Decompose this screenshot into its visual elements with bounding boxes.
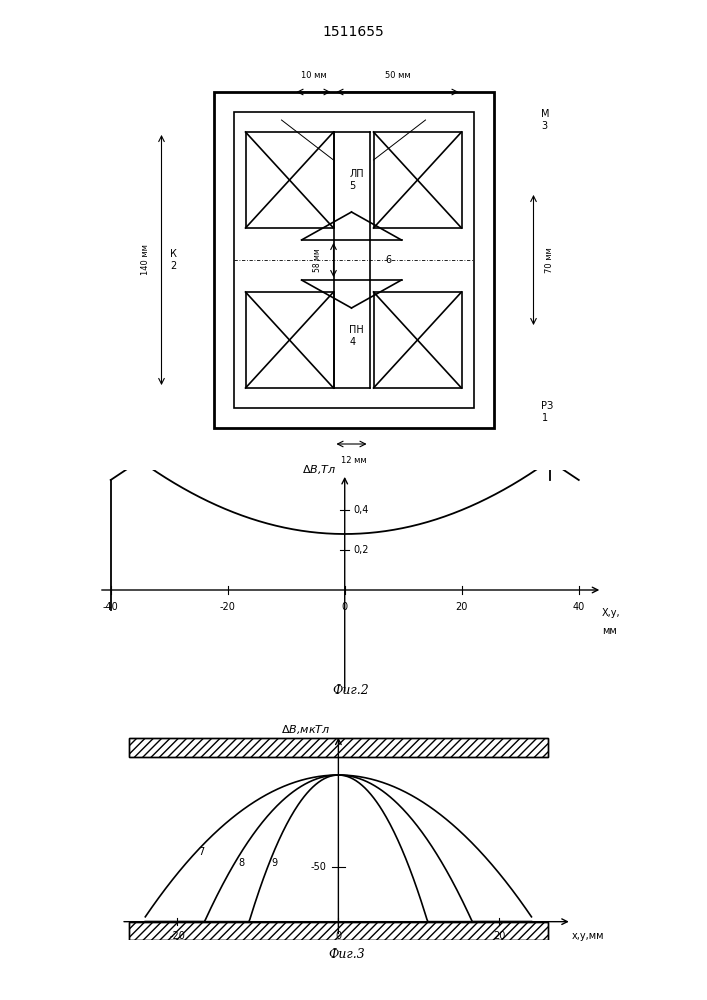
Bar xyxy=(245,292,334,388)
Text: 20: 20 xyxy=(455,602,468,612)
Bar xyxy=(373,292,462,388)
Bar xyxy=(129,738,547,757)
Text: 8: 8 xyxy=(239,858,245,868)
Bar xyxy=(245,132,334,228)
Text: М
3: М 3 xyxy=(542,109,550,131)
Text: 20: 20 xyxy=(493,931,506,941)
Text: 10 мм: 10 мм xyxy=(300,71,327,80)
Text: -20: -20 xyxy=(220,602,235,612)
Text: 0: 0 xyxy=(341,602,348,612)
Text: 0: 0 xyxy=(335,931,341,941)
Text: 0,2: 0,2 xyxy=(354,545,369,555)
Text: 58 мм: 58 мм xyxy=(312,248,322,272)
Text: $\Delta$В,Тл: $\Delta$В,Тл xyxy=(302,464,336,477)
Text: 140 мм: 140 мм xyxy=(141,245,149,275)
Text: Фиг.2: Фиг.2 xyxy=(332,684,369,696)
Bar xyxy=(373,132,462,228)
Text: РЗ
1: РЗ 1 xyxy=(542,401,554,423)
Text: 50 мм: 50 мм xyxy=(385,71,410,80)
Text: 40: 40 xyxy=(573,602,585,612)
Text: 12 мм: 12 мм xyxy=(341,456,366,465)
Text: 6: 6 xyxy=(385,255,392,265)
Text: 0,4: 0,4 xyxy=(354,505,369,515)
Text: мм: мм xyxy=(602,626,617,636)
Bar xyxy=(214,92,493,428)
Text: ПН
4: ПН 4 xyxy=(349,325,364,347)
Text: 70 мм: 70 мм xyxy=(546,247,554,273)
Bar xyxy=(129,738,547,757)
Text: Фиг.3: Фиг.3 xyxy=(328,948,365,961)
Text: Фиг.1: Фиг.1 xyxy=(335,493,372,506)
Text: $\Delta$В,мкТл: $\Delta$В,мкТл xyxy=(281,723,330,736)
Text: X,у,: X,у, xyxy=(602,608,621,618)
Text: -50: -50 xyxy=(310,862,327,872)
Text: 7: 7 xyxy=(199,847,205,857)
Text: -20: -20 xyxy=(170,931,185,941)
Bar xyxy=(233,112,474,408)
Text: 1511655: 1511655 xyxy=(322,25,385,39)
Text: -40: -40 xyxy=(103,602,119,612)
Text: К
2: К 2 xyxy=(170,249,177,271)
Bar xyxy=(129,922,547,940)
Bar xyxy=(129,922,547,940)
Text: x,у,мм: x,у,мм xyxy=(572,931,604,941)
Text: ЛП
5: ЛП 5 xyxy=(349,169,364,191)
Text: 9: 9 xyxy=(271,858,277,868)
